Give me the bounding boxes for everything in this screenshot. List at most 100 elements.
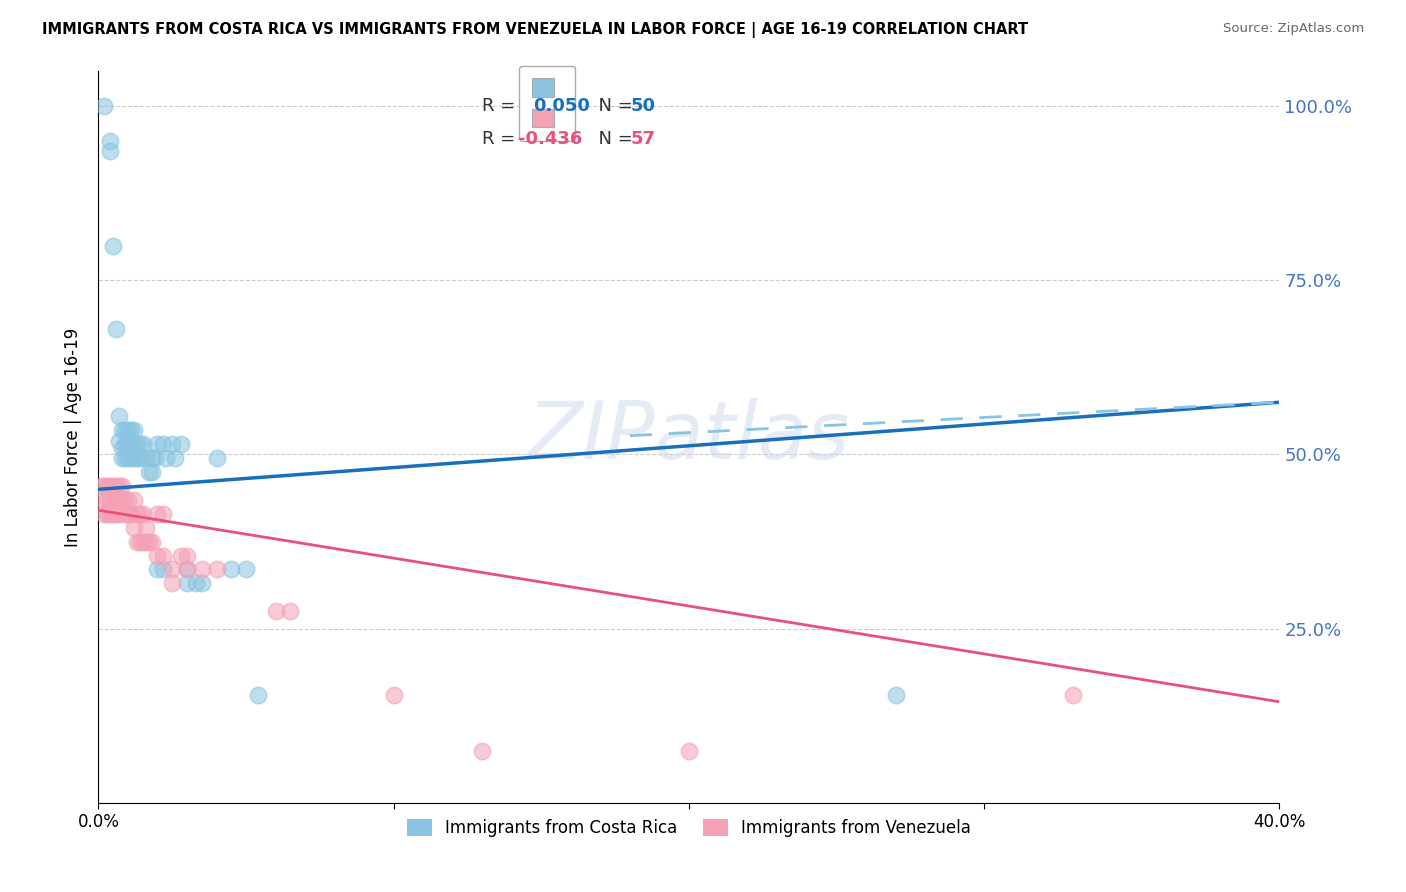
Point (105, 479, 128, 493)
Point (246, 688, 269, 702)
Point (98, 492, 121, 507)
Point (93, 507, 115, 521)
Point (141, 450, 163, 465)
Point (128, 437, 150, 451)
Point (884, 688, 907, 702)
Text: 0.050: 0.050 (533, 97, 591, 115)
Point (176, 549, 198, 563)
Point (132, 534, 155, 549)
Point (122, 492, 145, 507)
Point (191, 562, 214, 576)
Point (114, 437, 136, 451)
Point (678, 743, 700, 757)
Point (103, 507, 125, 521)
Point (152, 549, 174, 563)
Point (111, 441, 134, 455)
Point (162, 437, 183, 451)
Point (103, 238, 125, 252)
Text: N =: N = (588, 130, 638, 148)
Point (152, 437, 174, 451)
Text: 57: 57 (631, 130, 657, 148)
Point (152, 507, 174, 521)
Point (111, 423, 134, 437)
Point (138, 465, 160, 479)
Point (128, 450, 150, 465)
Point (162, 562, 183, 576)
Point (170, 437, 193, 451)
Point (108, 434, 131, 448)
Point (98, 507, 121, 521)
Text: 50: 50 (631, 97, 657, 115)
Legend: Immigrants from Costa Rica, Immigrants from Venezuela: Immigrants from Costa Rica, Immigrants f… (399, 811, 979, 846)
Point (176, 576, 198, 591)
Point (162, 576, 183, 591)
Point (111, 479, 134, 493)
Point (280, 604, 302, 618)
Point (117, 507, 139, 521)
Point (120, 437, 142, 451)
Point (143, 450, 166, 465)
Point (111, 450, 134, 465)
Point (120, 507, 142, 521)
Point (128, 507, 150, 521)
Point (122, 450, 145, 465)
Point (125, 450, 148, 465)
Point (125, 507, 148, 521)
Point (165, 450, 187, 465)
Y-axis label: In Labor Force | Age 16-19: In Labor Force | Age 16-19 (65, 327, 83, 547)
Point (135, 450, 157, 465)
Point (117, 423, 139, 437)
Point (117, 450, 139, 465)
Point (114, 492, 136, 507)
Point (117, 434, 139, 448)
Point (105, 322, 128, 336)
Point (98, 134, 121, 148)
Point (141, 465, 163, 479)
Point (90, 479, 112, 493)
Point (184, 576, 207, 591)
Point (103, 492, 125, 507)
Point (98, 145, 121, 159)
Text: Source: ZipAtlas.com: Source: ZipAtlas.com (1223, 22, 1364, 36)
Point (176, 562, 198, 576)
Text: IMMIGRANTS FROM COSTA RICA VS IMMIGRANTS FROM VENEZUELA IN LABOR FORCE | AGE 16-: IMMIGRANTS FROM COSTA RICA VS IMMIGRANTS… (42, 22, 1028, 38)
Point (146, 562, 169, 576)
Point (120, 450, 142, 465)
Point (93, 99, 115, 113)
Point (114, 507, 136, 521)
Text: N =: N = (588, 97, 638, 115)
Point (105, 507, 128, 521)
Point (108, 479, 131, 493)
Point (117, 492, 139, 507)
Point (96, 507, 118, 521)
Point (132, 437, 155, 451)
Point (155, 450, 177, 465)
Text: ZIPatlas: ZIPatlas (527, 398, 851, 476)
Point (122, 521, 145, 535)
Point (235, 562, 257, 576)
Point (122, 423, 145, 437)
Point (170, 549, 193, 563)
Point (205, 450, 228, 465)
Point (135, 534, 157, 549)
Point (146, 549, 169, 563)
Point (176, 562, 198, 576)
Point (103, 479, 125, 493)
Point (128, 534, 150, 549)
Point (114, 423, 136, 437)
Point (205, 562, 228, 576)
Point (221, 562, 243, 576)
Point (96, 479, 118, 493)
Point (111, 492, 134, 507)
Point (135, 521, 157, 535)
Point (93, 479, 115, 493)
Point (146, 437, 169, 451)
Point (108, 409, 131, 424)
Point (125, 534, 148, 549)
Point (125, 437, 148, 451)
Point (96, 492, 118, 507)
Point (138, 534, 160, 549)
Text: -0.436: -0.436 (517, 130, 582, 148)
Point (471, 743, 494, 757)
Point (264, 604, 287, 618)
